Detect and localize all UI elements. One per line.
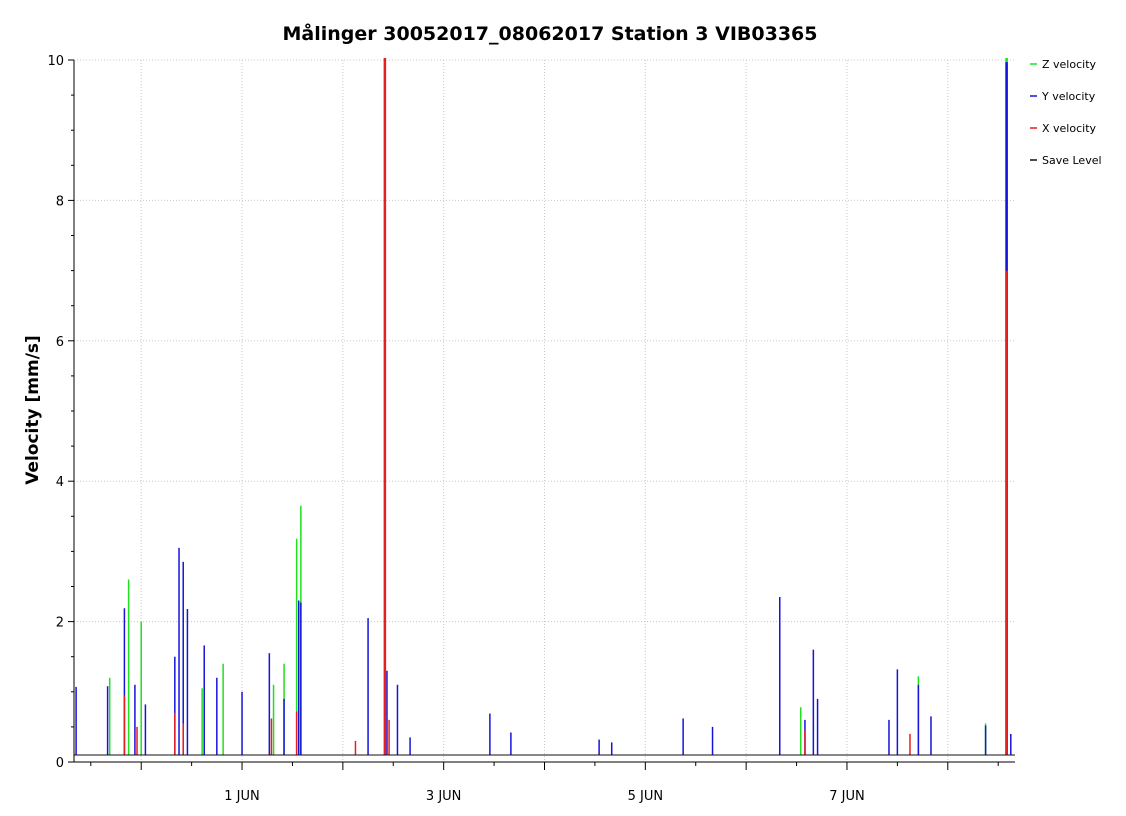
plot-area — [74, 58, 1015, 756]
y-tick-label: 10 — [47, 54, 64, 69]
legend-label: Y velocity — [1041, 90, 1096, 103]
axes: 0 2 4 6 8 10 1 JUN 3 JUN 5 JUN 7 JUN — [47, 54, 1015, 804]
legend: Z velocity Y velocity X velocity Save Level — [1030, 58, 1102, 167]
y-tick-label: 4 — [56, 475, 64, 490]
grid-lines — [74, 59, 1015, 762]
y-axis-label: Velocity [mm/s] — [23, 335, 43, 485]
y-tick-label: 8 — [56, 194, 64, 209]
legend-label: Z velocity — [1042, 58, 1097, 71]
series-group — [74, 58, 1015, 756]
legend-label: Save Level — [1042, 154, 1102, 167]
x-tick-label: 7 JUN — [829, 789, 864, 804]
y-tick-label: 2 — [56, 616, 64, 631]
x-tick-label: 1 JUN — [224, 789, 259, 804]
y-tick-label: 6 — [56, 335, 64, 350]
legend-label: X velocity — [1042, 122, 1097, 135]
chart-title: Målinger 30052017_08062017 Station 3 VIB… — [283, 21, 818, 45]
x-tick-label: 3 JUN — [426, 789, 461, 804]
x-tick-label: 5 JUN — [628, 789, 663, 804]
y-tick-label: 0 — [56, 756, 64, 771]
